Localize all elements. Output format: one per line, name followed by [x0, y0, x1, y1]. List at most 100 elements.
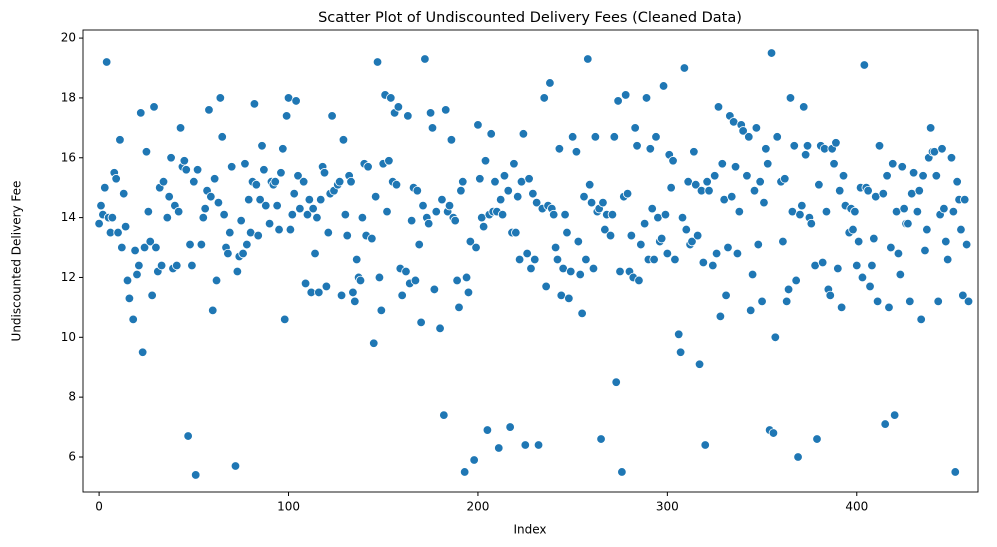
point: [425, 108, 436, 118]
point: [865, 281, 875, 292]
point: [605, 230, 616, 241]
point: [429, 284, 440, 295]
point: [920, 245, 930, 256]
point: [446, 135, 457, 145]
point: [698, 257, 709, 268]
point: [130, 245, 140, 256]
y-tick-label: 8: [68, 390, 76, 404]
point: [641, 93, 652, 103]
point: [528, 188, 538, 199]
point: [651, 132, 661, 142]
point: [793, 452, 803, 462]
point: [136, 108, 146, 118]
point: [694, 359, 705, 369]
point: [363, 162, 373, 172]
point: [101, 57, 112, 67]
point: [94, 218, 104, 229]
point: [579, 191, 589, 202]
point: [617, 467, 627, 477]
point: [300, 278, 311, 289]
point: [948, 206, 959, 217]
point: [753, 239, 763, 250]
point: [255, 194, 265, 205]
point: [189, 177, 199, 187]
point: [670, 254, 680, 265]
point: [122, 275, 133, 286]
point: [884, 302, 894, 313]
point: [143, 206, 154, 217]
point: [656, 233, 667, 244]
point: [674, 329, 684, 340]
point: [342, 230, 352, 241]
point: [573, 236, 584, 247]
point: [370, 191, 381, 202]
point: [251, 179, 262, 190]
y-tick-label: 10: [61, 330, 76, 344]
point: [291, 96, 301, 106]
y-tick-label: 14: [61, 210, 76, 224]
point: [298, 177, 309, 187]
point: [647, 203, 657, 214]
point: [577, 308, 587, 319]
point: [802, 141, 813, 151]
point: [681, 224, 691, 235]
point: [541, 281, 551, 292]
point: [912, 206, 923, 217]
x-tick-label: 0: [95, 500, 103, 514]
point: [482, 425, 493, 435]
point: [821, 206, 832, 217]
point: [554, 144, 565, 154]
point: [162, 212, 172, 223]
point: [416, 317, 426, 328]
point: [848, 224, 858, 235]
point: [588, 263, 599, 274]
point: [236, 215, 246, 226]
point: [494, 443, 504, 453]
point: [708, 260, 718, 271]
point: [727, 191, 737, 202]
point: [376, 305, 387, 316]
point: [785, 93, 796, 103]
point: [261, 200, 271, 211]
point: [850, 206, 860, 217]
point: [781, 296, 792, 307]
point: [107, 212, 118, 223]
point: [509, 159, 519, 169]
point: [583, 54, 593, 64]
point: [217, 132, 227, 142]
point: [531, 197, 542, 208]
point: [458, 177, 468, 187]
point: [960, 194, 970, 205]
point: [738, 126, 748, 136]
point: [391, 179, 402, 190]
point: [715, 311, 726, 322]
point: [215, 93, 226, 103]
point: [622, 188, 633, 199]
point: [469, 455, 479, 465]
chart-title: Scatter Plot of Undiscounted Delivery Fe…: [318, 10, 742, 26]
point: [334, 177, 345, 187]
point: [689, 147, 699, 157]
point: [889, 410, 900, 420]
point: [590, 132, 601, 142]
point: [963, 296, 974, 307]
point: [799, 102, 809, 112]
point: [552, 254, 563, 265]
point: [668, 156, 678, 166]
point: [615, 266, 625, 277]
point: [253, 230, 263, 241]
x-tick-label: 400: [845, 500, 868, 514]
point: [490, 177, 500, 187]
point: [584, 179, 595, 190]
point: [742, 171, 752, 181]
point: [749, 185, 760, 196]
point: [369, 338, 379, 348]
point: [257, 141, 267, 151]
point: [800, 150, 811, 160]
point: [730, 162, 741, 172]
point: [175, 123, 186, 133]
point: [196, 239, 207, 250]
point: [321, 281, 332, 292]
point: [120, 221, 131, 232]
point: [836, 302, 847, 313]
